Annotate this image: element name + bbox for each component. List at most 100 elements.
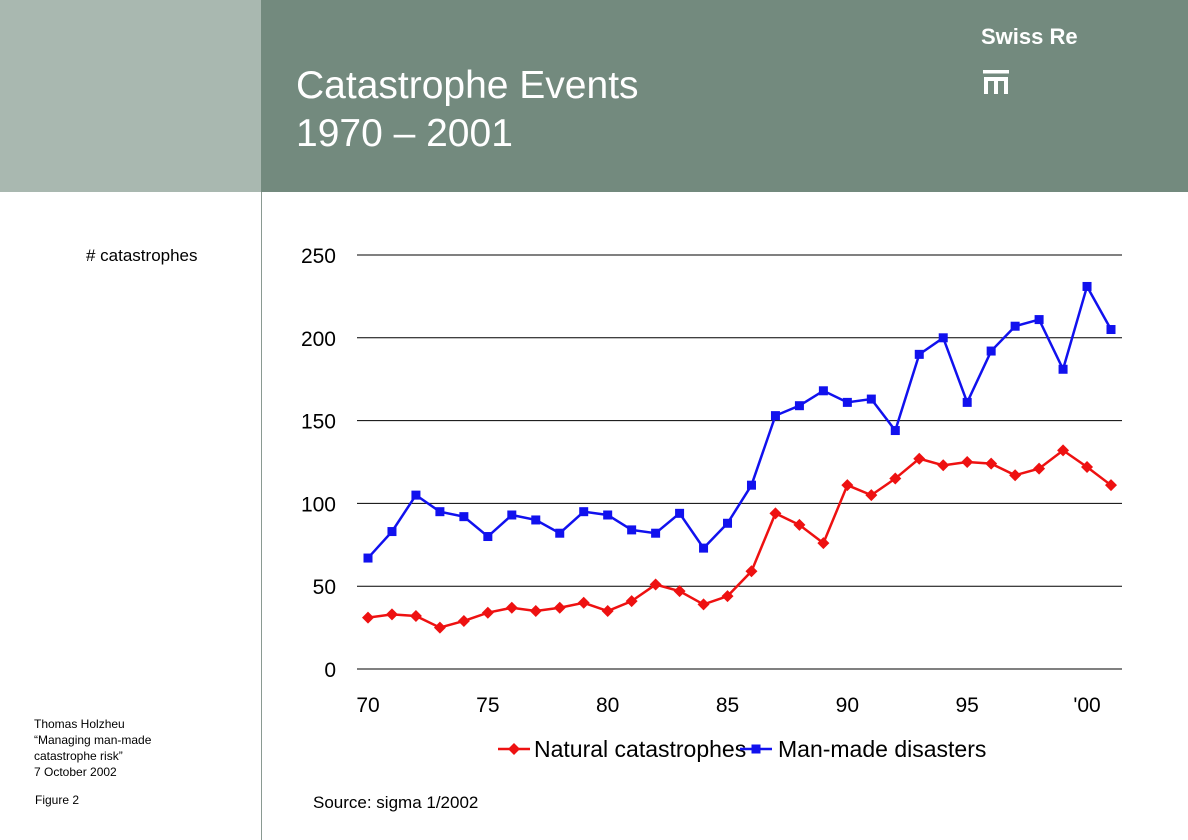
legend-marker-natural [508, 743, 520, 755]
manmade-point-1980 [603, 510, 613, 520]
series-line-0 [367, 448, 1112, 629]
natural-point-1987 [769, 507, 782, 520]
x-tick-label: 70 [356, 694, 379, 717]
natural-point-1970 [362, 611, 374, 624]
y-tick-label: 250 [301, 245, 336, 268]
sidebar-divider [261, 192, 262, 840]
natural-point-1999 [1057, 444, 1070, 457]
natural-point-2000 [1081, 460, 1094, 473]
natural-point-1976 [505, 601, 518, 614]
natural-point-1995 [961, 456, 974, 468]
catastrophe-line-chart: 0 50 100 150 200 250 70 75 80 85 90 95 '00 Natural ca… [301, 245, 1122, 762]
x-tick-label: 80 [596, 694, 619, 717]
legend-label-0: Natural catastrophes [534, 736, 746, 762]
natural-point-1980 [601, 605, 614, 618]
natural-point-1998 [1033, 462, 1046, 475]
manmade-point-1985 [723, 518, 733, 528]
natural-point-1991 [865, 489, 878, 502]
natural-point-1977 [529, 605, 542, 618]
header-left-panel [0, 0, 261, 192]
manmade-point-1994 [938, 333, 948, 343]
natural-point-1979 [577, 596, 590, 609]
manmade-point-1982 [651, 528, 661, 538]
manmade-point-1995 [962, 397, 972, 407]
manmade-point-1996 [986, 346, 996, 356]
natural-point-1973 [433, 621, 446, 634]
talk-date: 7 October 2002 [34, 765, 117, 779]
natural-point-1983 [673, 585, 686, 598]
natural-point-1988 [793, 518, 806, 531]
manmade-point-2001 [1106, 325, 1116, 335]
manmade-point-1970 [363, 553, 373, 563]
natural-point-1978 [553, 601, 566, 614]
y-axis-caption: # catastrophes [86, 246, 198, 265]
manmade-point-1983 [675, 508, 685, 518]
manmade-point-1997 [1010, 321, 1020, 331]
manmade-point-1976 [507, 510, 517, 520]
manmade-point-2000 [1082, 281, 1092, 291]
manmade-point-1974 [459, 512, 469, 522]
manmade-point-1978 [555, 528, 565, 538]
natural-point-1981 [625, 595, 638, 608]
swiss-re-logo-icon [983, 70, 1009, 94]
natural-point-2001 [1105, 479, 1117, 492]
y-tick-label: 200 [301, 328, 336, 351]
natural-point-1992 [889, 472, 902, 485]
natural-point-1989 [817, 537, 830, 550]
legend-label-1: Man-made disasters [778, 736, 986, 762]
x-tick-label: 75 [476, 694, 499, 717]
manmade-point-1989 [818, 386, 828, 396]
manmade-point-1999 [1058, 364, 1068, 374]
manmade-point-1977 [531, 515, 541, 525]
legend-marker-manmade [751, 744, 761, 754]
x-tick-label: 95 [956, 694, 979, 717]
x-tick-label: 90 [836, 694, 859, 717]
manmade-point-1984 [699, 543, 709, 553]
manmade-point-1979 [579, 507, 589, 517]
natural-point-1975 [481, 606, 494, 619]
natural-point-1972 [409, 610, 422, 623]
manmade-point-1991 [866, 394, 876, 404]
header-banner [261, 0, 1188, 192]
natural-point-1994 [937, 459, 950, 472]
natural-point-1984 [697, 598, 710, 611]
y-tick-label: 0 [324, 659, 336, 682]
manmade-point-1971 [387, 527, 397, 537]
manmade-point-1998 [1034, 315, 1044, 325]
series-line-1 [367, 283, 1113, 559]
y-tick-label: 150 [301, 411, 336, 434]
manmade-point-1988 [794, 401, 804, 411]
manmade-point-1973 [435, 507, 445, 517]
manmade-point-1992 [890, 426, 900, 436]
manmade-point-1972 [411, 490, 421, 500]
title-line-2: 1970 – 2001 [296, 112, 513, 155]
talk-title-line-1: “Managing man-made [34, 733, 152, 747]
natural-point-1986 [745, 565, 758, 578]
manmade-point-1986 [746, 480, 756, 490]
manmade-point-1987 [770, 411, 780, 421]
natural-point-1985 [721, 590, 734, 603]
natural-point-1982 [649, 578, 662, 591]
natural-point-1993 [913, 452, 926, 465]
manmade-point-1975 [483, 532, 493, 542]
x-tick-label: '00 [1073, 694, 1100, 717]
talk-title-line-2: catastrophe risk” [34, 749, 123, 763]
swiss-re-logo-text: Swiss Re [981, 24, 1078, 49]
title-line-1: Catastrophe Events [296, 64, 639, 107]
x-tick-label: 85 [716, 694, 739, 717]
author-block: Thomas Holzheu “Managing man-made catast… [34, 716, 151, 780]
author-name: Thomas Holzheu [34, 717, 125, 731]
page-title: Catastrophe Events 1970 – 2001 [296, 62, 639, 158]
natural-point-1990 [841, 479, 854, 492]
natural-point-1971 [385, 608, 398, 621]
manmade-point-1990 [842, 397, 852, 407]
figure-label: Figure 2 [35, 793, 80, 807]
y-tick-label: 50 [313, 576, 336, 599]
natural-point-1997 [1009, 469, 1022, 482]
y-tick-label: 100 [301, 493, 336, 516]
manmade-point-1981 [627, 525, 637, 535]
natural-point-1996 [985, 457, 998, 470]
natural-point-1974 [457, 614, 470, 627]
manmade-point-1993 [914, 349, 924, 359]
source-note: Source: sigma 1/2002 [313, 793, 479, 812]
